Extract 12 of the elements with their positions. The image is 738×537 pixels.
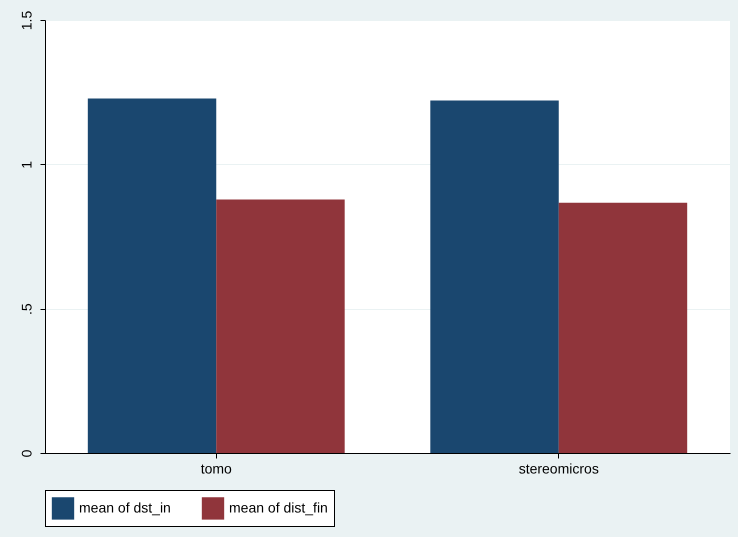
y-tick-label: .5 bbox=[18, 303, 34, 316]
legend-label: mean of dist_fin bbox=[229, 499, 328, 516]
bar bbox=[88, 98, 216, 453]
y-tick-label: 1.5 bbox=[18, 10, 34, 30]
y-tick-label: 0 bbox=[18, 449, 34, 458]
y-tick-label: 1 bbox=[18, 160, 34, 169]
x-tick-label: tomo bbox=[200, 460, 232, 476]
bar bbox=[430, 100, 559, 453]
x-tick-label: stereomicros bbox=[518, 460, 599, 476]
legend-label: mean of dst_in bbox=[79, 499, 171, 516]
bar bbox=[558, 202, 688, 453]
bar bbox=[216, 200, 345, 453]
